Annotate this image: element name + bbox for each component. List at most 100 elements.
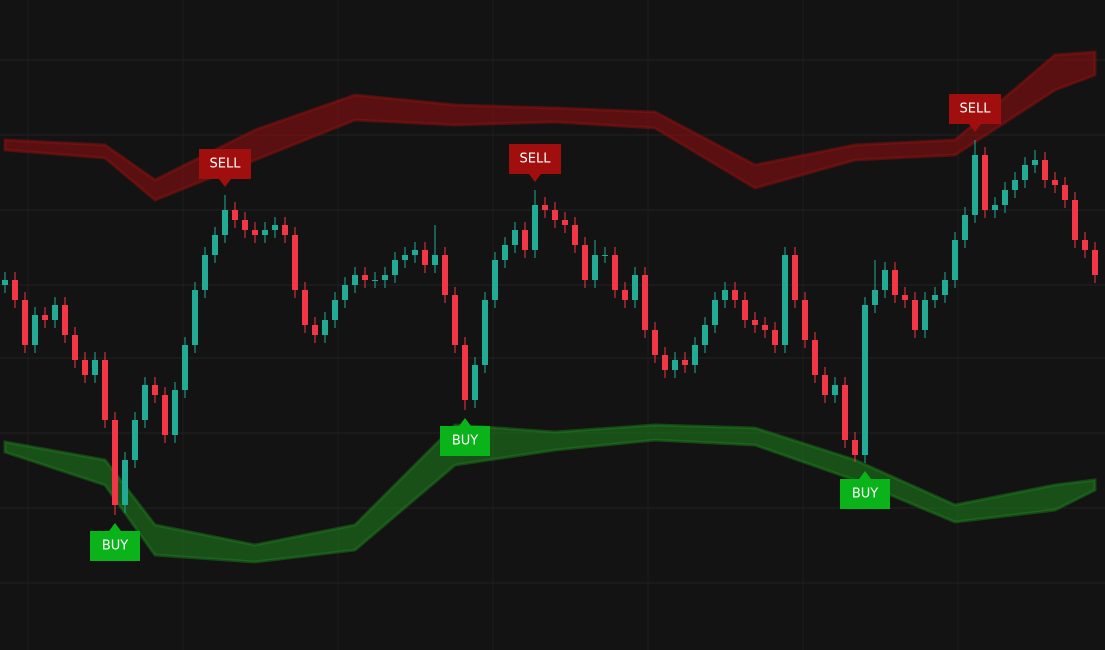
candle-body (752, 320, 758, 325)
candle-body (452, 295, 458, 345)
signals: BUY SELL BUY SELL BUY SELL (90, 94, 1001, 561)
candle-body (442, 255, 448, 295)
candle-body (692, 345, 698, 365)
candle-body (182, 345, 188, 390)
candle-body (292, 235, 298, 290)
candle-body (892, 270, 898, 295)
candle-body (962, 215, 968, 240)
candle-body (742, 300, 748, 320)
candle-body (62, 305, 68, 335)
sell-label-box (949, 94, 1001, 132)
candle-body (342, 285, 348, 300)
candle-body (632, 275, 638, 300)
candle-body (142, 385, 148, 420)
buy-label: BUY (452, 434, 478, 449)
candle-body (802, 300, 808, 340)
candle-body (722, 290, 728, 300)
candle-body (72, 335, 78, 360)
candle-body (922, 300, 928, 330)
candle-body (322, 320, 328, 335)
candle-body (52, 305, 58, 320)
candle-body (622, 290, 628, 300)
sell-label: SELL (520, 152, 552, 167)
candle-body (22, 300, 28, 345)
candle-body (792, 255, 798, 300)
candle-body (312, 325, 318, 335)
candle-body (682, 360, 688, 365)
candle-body (432, 255, 438, 265)
candle-body (462, 345, 468, 400)
candle-body (712, 300, 718, 325)
candle-body (152, 385, 158, 395)
buy-label-box (90, 523, 140, 561)
candle-body (902, 295, 908, 300)
candle-body (12, 280, 18, 300)
candle-body (672, 360, 678, 370)
candle-body (762, 325, 768, 330)
candle-body (302, 290, 308, 325)
band-area (3, 423, 1097, 564)
candle-body (772, 330, 778, 345)
candle-body (992, 205, 998, 210)
candle-body (362, 275, 368, 280)
candle-body (522, 230, 528, 250)
buy-label: BUY (102, 539, 128, 554)
candle-body (732, 290, 738, 300)
candle-body (1062, 185, 1068, 200)
sell-label-box (199, 149, 251, 187)
candle-body (562, 220, 568, 225)
candle-body (702, 325, 708, 345)
candle-body (1082, 240, 1088, 250)
candle-body (832, 385, 838, 395)
sell-label-box (509, 144, 561, 182)
candle-body (192, 290, 198, 345)
candle-body (492, 260, 498, 300)
candle-body (582, 245, 588, 280)
candle-body (172, 390, 178, 435)
candle-body (202, 255, 208, 290)
candle-body (1002, 190, 1008, 205)
candle-body (332, 300, 338, 320)
candle-body (1052, 180, 1058, 185)
candles (2, 140, 1098, 515)
candle-body (652, 330, 658, 355)
candle-body (982, 155, 988, 210)
candle-body (662, 355, 668, 370)
candle-body (642, 275, 648, 330)
candle-body (862, 305, 868, 455)
sell-label: SELL (210, 157, 242, 172)
candle-body (132, 420, 138, 460)
candle-body (592, 255, 598, 280)
candle-body (822, 375, 828, 395)
candle-body (112, 420, 118, 505)
candle-body (872, 290, 878, 305)
candle-body (242, 220, 248, 230)
candle-body (1012, 180, 1018, 190)
candle-body (552, 210, 558, 220)
candle-body (162, 395, 168, 435)
candle-body (282, 225, 288, 235)
candle-body (232, 210, 238, 220)
candle-body (882, 270, 888, 290)
candle-body (382, 275, 388, 280)
candle-body (512, 230, 518, 245)
candle-body (532, 205, 538, 250)
buy-label: BUY (852, 487, 878, 502)
candle-body (482, 300, 488, 365)
candle-body (1022, 165, 1028, 180)
candle-body (972, 155, 978, 215)
candle-body (912, 300, 918, 330)
candle-body (952, 240, 958, 280)
candle-body (422, 250, 428, 265)
candle-body (1042, 160, 1048, 180)
candle-body (572, 225, 578, 245)
candle-body (782, 255, 788, 345)
candle-body (82, 360, 88, 375)
candle-body (252, 230, 258, 235)
candle-body (222, 210, 228, 235)
candle-body (262, 230, 268, 235)
candle-body (842, 385, 848, 440)
candle-body (372, 280, 378, 281)
candle-body (412, 250, 418, 255)
